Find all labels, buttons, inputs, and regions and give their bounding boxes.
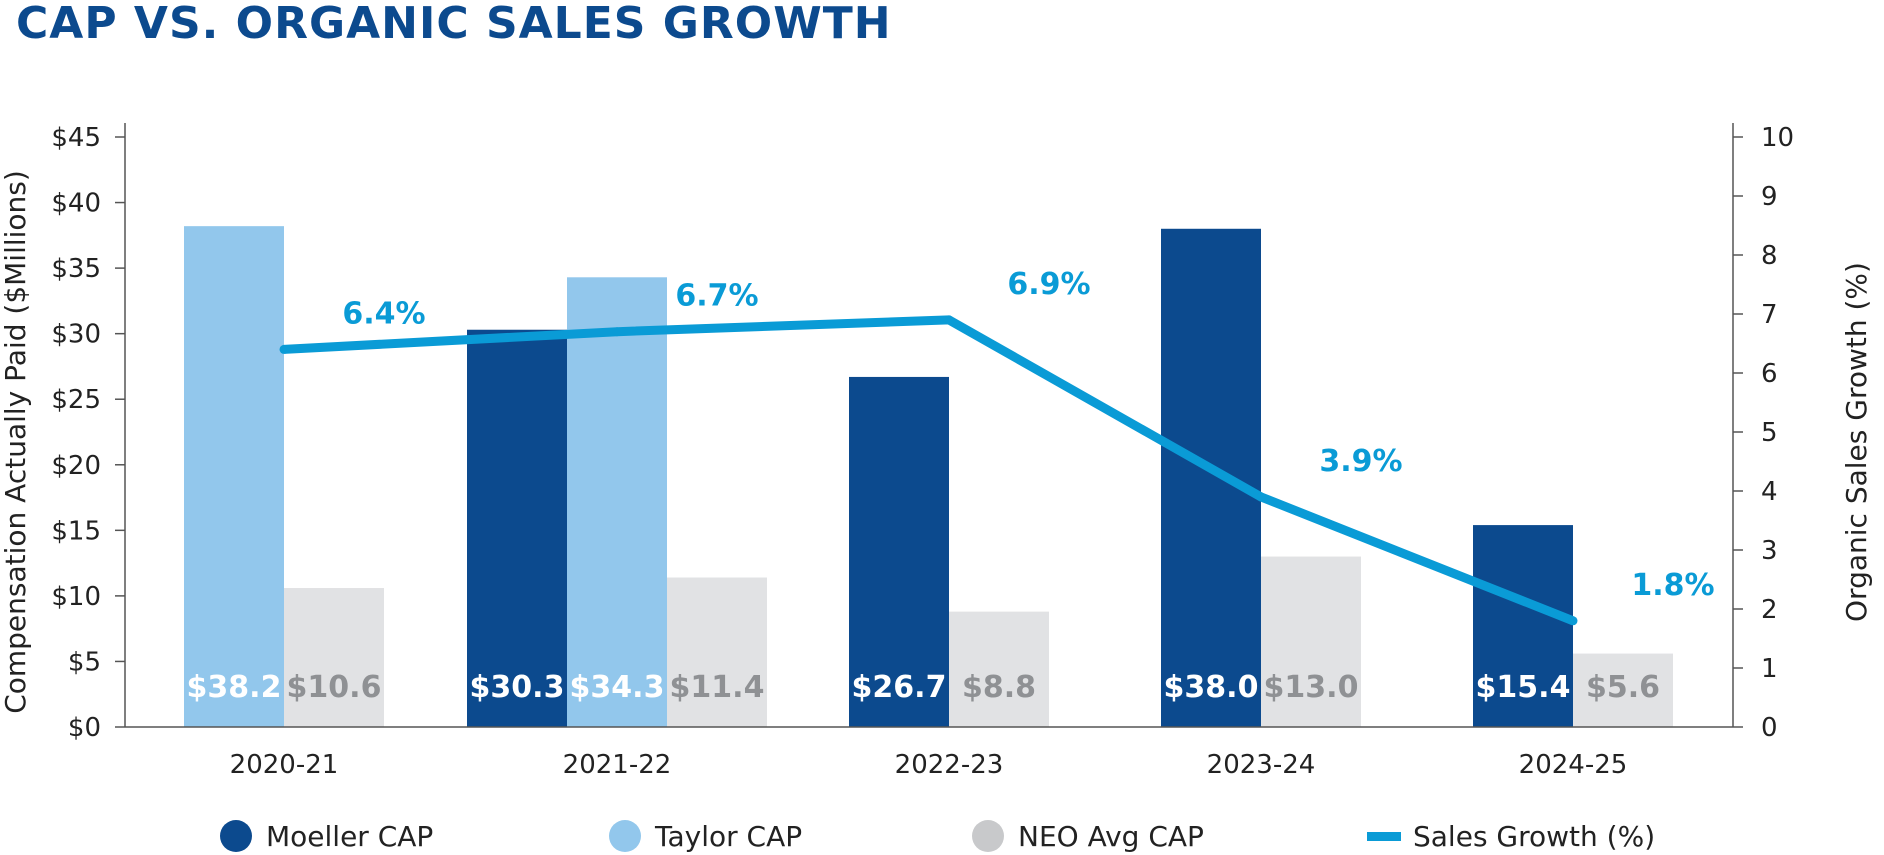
left-tick-label-30: $30	[51, 320, 101, 350]
bar-label-neo-avg-cap-2021-22: $11.4	[670, 670, 765, 705]
sales-growth-label-2020-21: 6.4%	[342, 296, 425, 331]
right-tick-label-3: 3	[1761, 536, 1778, 566]
left-tick-label-10: $10	[51, 582, 101, 612]
right-tick-label-6: 6	[1761, 359, 1778, 389]
bar-label-taylor-cap-2020-21: $38.2	[187, 670, 282, 705]
bar-neo-avg-cap-2023-24	[1261, 556, 1361, 727]
legend-label-taylor-cap: Taylor CAP	[654, 820, 802, 853]
x-tick-label-2022-23: 2022-23	[895, 750, 1004, 780]
bar-taylor-cap-2020-21	[184, 226, 284, 727]
left-tick-label-40: $40	[51, 189, 101, 219]
left-tick-label-20: $20	[51, 451, 101, 481]
bar-label-moeller-cap-2022-23: $26.7	[852, 670, 947, 705]
bar-neo-avg-cap-2022-23	[949, 611, 1049, 727]
x-tick-label-2021-22: 2021-22	[563, 750, 672, 780]
bar-moeller-cap-2021-22	[467, 329, 567, 727]
left-tick-label-5: $5	[68, 647, 101, 677]
sales-growth-label-2023-24: 3.9%	[1319, 444, 1402, 479]
x-tick-label-2020-21: 2020-21	[230, 750, 339, 780]
sales-growth-point-2023-24	[1256, 492, 1266, 502]
legend-label-sales-growth: Sales Growth (%)	[1413, 820, 1655, 853]
bar-moeller-cap-2024-25	[1473, 525, 1573, 727]
x-tick-label-2024-25: 2024-25	[1519, 750, 1628, 780]
bar-neo-avg-cap-2020-21	[284, 588, 384, 727]
bar-label-taylor-cap-2021-22: $34.3	[570, 670, 665, 705]
right-tick-label-10: 10	[1761, 123, 1794, 153]
left-tick-label-35: $35	[51, 254, 101, 284]
bar-label-moeller-cap-2023-24: $38.0	[1164, 670, 1259, 705]
right-tick-label-8: 8	[1761, 241, 1778, 271]
right-tick-label-7: 7	[1761, 300, 1778, 330]
right-tick-label-0: 0	[1761, 713, 1778, 743]
bar-label-moeller-cap-2021-22: $30.3	[470, 670, 565, 705]
legend-swatch-moeller-cap	[220, 820, 252, 852]
bar-label-moeller-cap-2024-25: $15.4	[1476, 670, 1571, 705]
left-tick-label-25: $25	[51, 385, 101, 415]
bar-moeller-cap-2023-24	[1161, 228, 1261, 727]
bar-neo-avg-cap-2024-25	[1573, 653, 1673, 727]
sales-growth-point-2021-22	[612, 327, 622, 337]
sales-growth-point-2022-23	[944, 315, 954, 325]
bar-taylor-cap-2021-22	[567, 277, 667, 727]
x-tick-label-2023-24: 2023-24	[1207, 750, 1316, 780]
sales-growth-label-2022-23: 6.9%	[1007, 267, 1090, 302]
sales-growth-point-2020-21	[279, 344, 289, 354]
bar-label-neo-avg-cap-2024-25: $5.6	[1586, 670, 1660, 705]
legend-swatch-neo-avg-cap	[972, 820, 1004, 852]
sales-growth-label-2021-22: 6.7%	[675, 279, 758, 314]
right-axis-title: Organic Sales Growth (%)	[1840, 262, 1873, 622]
left-tick-label-0: $0	[68, 713, 101, 743]
chart-title: CAP VS. ORGANIC SALES GROWTH	[16, 0, 892, 49]
right-tick-label-1: 1	[1761, 654, 1778, 684]
bar-label-neo-avg-cap-2022-23: $8.8	[962, 670, 1036, 705]
legend-swatch-sales-growth	[1367, 832, 1401, 841]
sales-growth-point-2024-25	[1568, 616, 1578, 626]
legend-label-moeller-cap: Moeller CAP	[266, 820, 433, 853]
right-tick-label-9: 9	[1761, 182, 1778, 212]
left-axis-title: Compensation Actually Paid ($Millions)	[0, 170, 32, 714]
left-tick-label-15: $15	[51, 516, 101, 546]
right-tick-label-4: 4	[1761, 477, 1778, 507]
bar-label-neo-avg-cap-2023-24: $13.0	[1264, 670, 1359, 705]
legend-swatch-taylor-cap	[609, 820, 641, 852]
sales-growth-label-2024-25: 1.8%	[1631, 568, 1714, 603]
bar-label-neo-avg-cap-2020-21: $10.6	[287, 670, 382, 705]
legend-label-neo-avg-cap: NEO Avg CAP	[1018, 820, 1204, 853]
left-tick-label-45: $45	[51, 123, 101, 153]
bar-neo-avg-cap-2021-22	[667, 577, 767, 727]
bar-moeller-cap-2022-23	[849, 376, 949, 727]
right-tick-label-2: 2	[1761, 595, 1778, 625]
right-tick-label-5: 5	[1761, 418, 1778, 448]
